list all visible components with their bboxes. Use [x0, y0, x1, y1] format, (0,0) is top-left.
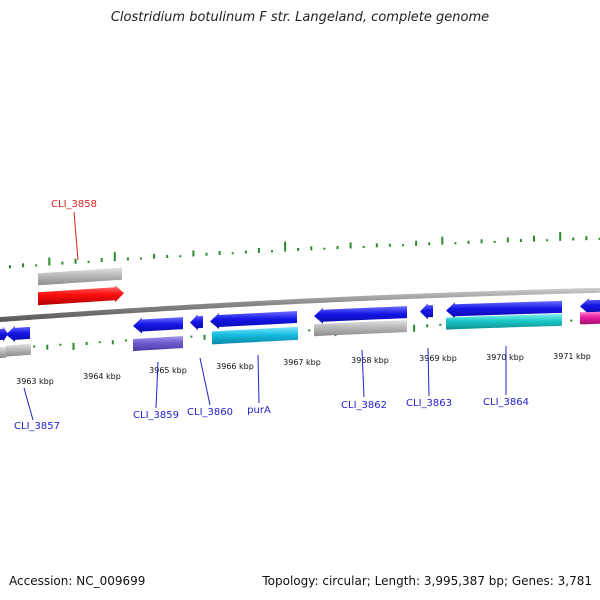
feature-grey-inner [6, 343, 31, 357]
label-leader-cli-3862 [361, 349, 365, 398]
feature-magenta [580, 311, 600, 325]
feature-blue-cli-3863 [420, 303, 433, 320]
gene-label-cli-3859: CLI_3859 [133, 410, 179, 421]
feature-grey-inner [0, 346, 6, 358]
accession-label: Accession: NC_009699 [9, 574, 146, 588]
feature-blue-pura [210, 310, 297, 330]
kbp-tick-labels: 3963 kbp 3964 kbp 3965 kbp 3966 kbp 3967 kbp… [16, 352, 591, 386]
kbp-tick-label: 3964 kbp [83, 372, 121, 381]
kbp-tick-label: 3963 kbp [16, 377, 54, 386]
feature-blue-cli-3859 [133, 317, 183, 334]
feature-grey-outer [38, 267, 122, 286]
gene-label-cli-3857: CLI_3857 [14, 421, 60, 432]
kbp-tick-label: 3971 kbp [553, 352, 591, 361]
kbp-tick-label: 3965 kbp [149, 366, 187, 375]
kbp-tick-label: 3970 kbp [486, 353, 524, 362]
gc-ticks-outer [9, 231, 600, 269]
label-leader-pura [257, 354, 260, 404]
feature-blue-cli-3860 [190, 314, 203, 331]
feature-blue-cds [6, 325, 30, 342]
label-leader-cli-3860 [199, 357, 211, 406]
gene-label-cli-3862: CLI_3862 [341, 400, 387, 411]
gene-label-cli-3864: CLI_3864 [483, 397, 529, 408]
genome-backbone [0, 287, 600, 322]
label-leader-cli-3859 [155, 361, 159, 409]
label-leader-cli-3863 [427, 347, 430, 397]
feature-cyan [212, 326, 298, 345]
feature-grey-inner [314, 320, 407, 337]
label-leader-cli-3857 [23, 387, 34, 421]
kbp-tick-label: 3969 kbp [419, 354, 457, 363]
feature-red-cli-3858 [38, 285, 124, 306]
gene-label-pura: purA [247, 405, 271, 416]
feature-teal [446, 313, 562, 330]
gene-label-cli-3863: CLI_3863 [406, 398, 452, 409]
feature-blue-cds [0, 326, 8, 342]
feature-blue-cds [580, 298, 600, 315]
feature-blue-cli-3864 [446, 300, 562, 319]
gene-label-cli-3860: CLI_3860 [187, 407, 233, 418]
feature-purple [133, 336, 183, 352]
gene-labels: CLI_3858 CLI_3857 CLI_3859 CLI_3860 purA CLI_… [14, 199, 529, 432]
label-leader-cli-3858 [73, 211, 79, 261]
feature-blue-cli-3862 [314, 306, 407, 324]
kbp-tick-label: 3968 kbp [351, 356, 389, 365]
kbp-tick-label: 3966 kbp [216, 362, 254, 371]
topology-label: Topology: circular; Length: 3,995,387 bp… [262, 574, 592, 588]
kbp-tick-label: 3967 kbp [283, 358, 321, 367]
map-title: Clostridium botulinum F str. Langeland, … [110, 10, 490, 25]
gene-label-cli-3858: CLI_3858 [51, 199, 97, 210]
